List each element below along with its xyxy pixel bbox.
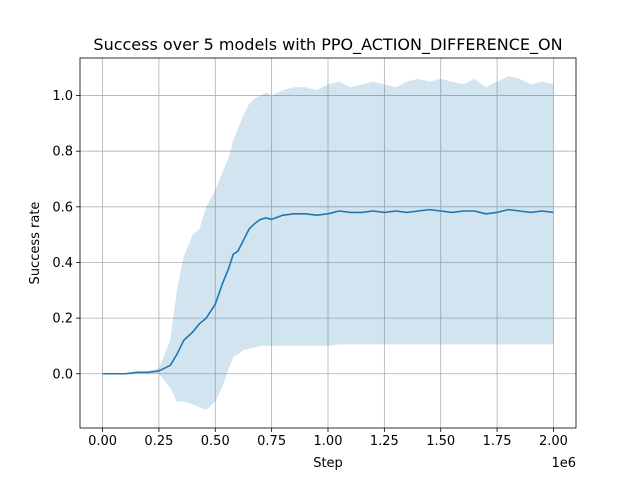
y-tick-label: 0.6 (52, 200, 73, 215)
x-tick-label: 1.75 (483, 434, 512, 449)
y-tick-label: 0.4 (52, 256, 73, 271)
grid (80, 58, 576, 428)
x-tick-label: 0.25 (144, 434, 173, 449)
confidence-band (102, 76, 554, 410)
x-tick-label: 0.00 (88, 434, 117, 449)
x-tick-label: 1.00 (314, 434, 343, 449)
x-tick-label: 1.50 (426, 434, 455, 449)
x-tick-label: 0.50 (201, 434, 230, 449)
x-tick-label: 0.75 (257, 434, 286, 449)
y-tick-label: 0.0 (52, 367, 73, 382)
y-tick-label: 1.0 (52, 89, 73, 104)
y-axis-label: Success rate (28, 202, 43, 285)
axes: 0.00 0.25 0.50 0.75 1.00 1.25 1.50 1.75 2.00 0.0 0… (52, 57, 577, 449)
x-axis-label: Step (313, 456, 343, 471)
y-tick-label: 0.2 (52, 312, 73, 327)
mean-line (102, 208, 554, 375)
x-axis-offset-label: 1e6 (551, 456, 576, 471)
x-tick-label: 2.00 (539, 434, 568, 449)
x-tick-label: 1.25 (370, 434, 399, 449)
plot-data (102, 76, 554, 410)
y-tick-label: 0.8 (52, 145, 73, 160)
chart-title: Success over 5 models with PPO_ACTION_DI… (93, 35, 562, 55)
